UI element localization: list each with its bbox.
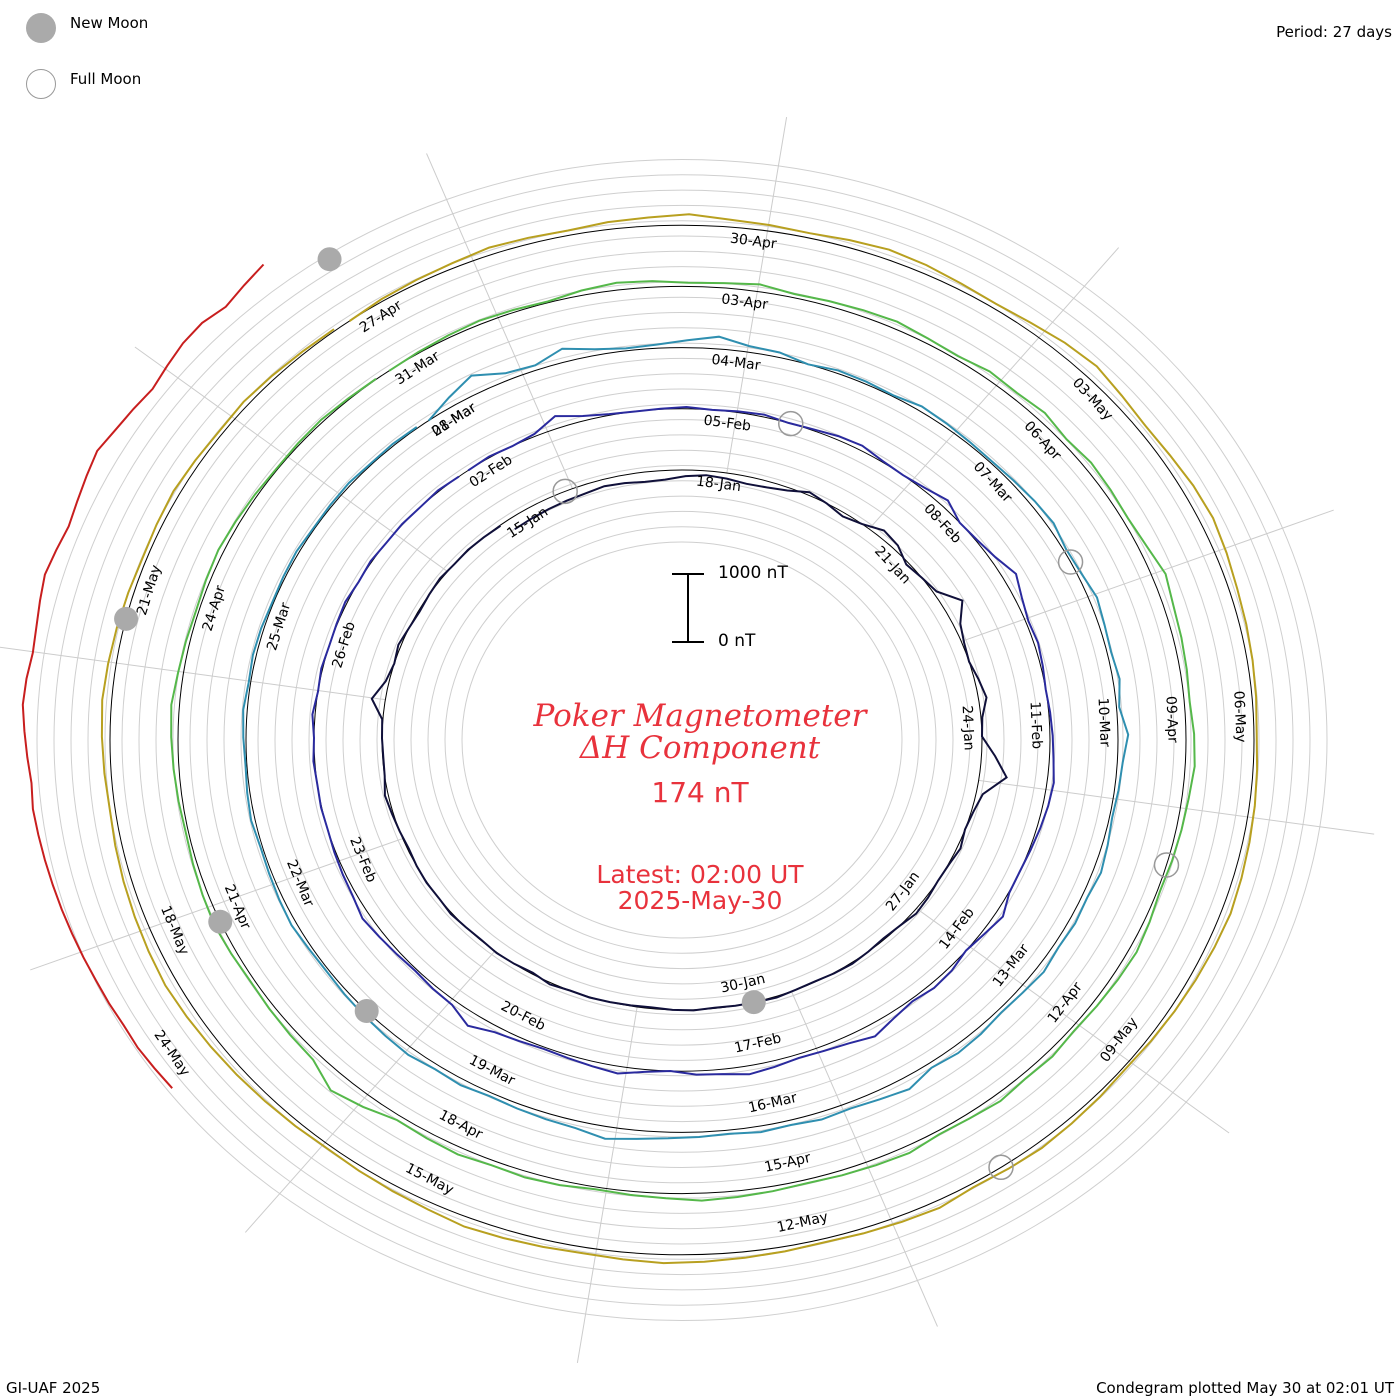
- credit-label: GI-UAF 2025: [6, 1379, 101, 1397]
- new-moon-marker: [354, 999, 379, 1024]
- grid-ring: [189, 296, 1175, 1184]
- ring-date-label: 09-Apr: [1162, 696, 1180, 744]
- day-spoke: [576, 1006, 638, 1364]
- ring-date-label: 24-Jan: [959, 705, 977, 751]
- ring-date-label: 19-Mar: [466, 1052, 517, 1089]
- latest-time: Latest: 02:00 UT: [596, 860, 804, 889]
- series-line-ring-5: [21, 263, 265, 1089]
- new-moon-legend-label: New Moon: [70, 14, 149, 32]
- ring-date-label: 21-May: [134, 563, 165, 617]
- grid-ring: [291, 388, 1073, 1092]
- grid-ring: [308, 403, 1056, 1077]
- day-spoke: [0, 646, 386, 701]
- series-line-ring-1: [311, 405, 1055, 1076]
- day-spoke: [426, 153, 573, 489]
- ring-date-label: 07-Mar: [970, 459, 1015, 506]
- day-spoke: [134, 346, 448, 572]
- ring-date-label: 30-Apr: [729, 231, 778, 253]
- grid-ring: [342, 434, 1022, 1046]
- plotted-timestamp: Condegram plotted May 30 at 02:01 UT: [1096, 1379, 1394, 1397]
- day-spoke: [868, 247, 1120, 530]
- full-moon-marker: [778, 410, 804, 437]
- ring-baseline: [177, 285, 1187, 1195]
- ring-date-label: 15-Apr: [763, 1150, 812, 1176]
- day-spoke: [916, 908, 1230, 1134]
- ring-date-label: 03-May: [1069, 375, 1116, 424]
- grid-ring: [393, 480, 971, 1000]
- period-label: Period: 27 days: [1276, 23, 1392, 41]
- new-moon-legend-swatch: [26, 13, 56, 43]
- ring-date-label: 08-Feb: [920, 501, 964, 547]
- ring-baseline: [245, 347, 1119, 1133]
- new-moon-marker: [114, 606, 139, 631]
- day-spoke: [978, 779, 1375, 835]
- grid-ring: [121, 235, 1243, 1245]
- chart-title: Poker Magnetometer: [533, 698, 867, 734]
- grid-ring: [104, 220, 1260, 1260]
- new-moon-marker: [317, 247, 342, 272]
- ring-date-label: 15-May: [403, 1160, 456, 1198]
- ring-date-label: 05-Feb: [703, 413, 752, 435]
- grid-ring: [53, 174, 1311, 1306]
- full-moon-legend-label: Full Moon: [70, 70, 142, 88]
- grid-ring: [444, 526, 920, 954]
- series-line-ring-3: [170, 280, 1196, 1202]
- ring-date-label: 02-Feb: [467, 452, 516, 491]
- grid-ring: [206, 312, 1158, 1168]
- grid-ring: [87, 204, 1277, 1276]
- grid-ring: [36, 159, 1328, 1321]
- grid-ring: [461, 541, 903, 939]
- scale-bar-top-label: 1000 nT: [718, 563, 788, 583]
- current-value: 174 nT: [651, 776, 749, 809]
- ring-date-label: 17-Feb: [733, 1030, 783, 1056]
- scale-bar-bottom-label: 0 nT: [718, 631, 756, 651]
- grid-ring: [376, 465, 988, 1015]
- latest-date: 2025-May-30: [617, 886, 783, 915]
- day-spoke: [791, 991, 938, 1327]
- new-moon-marker: [741, 990, 766, 1015]
- grid-ring: [155, 266, 1209, 1214]
- series-line-ring-0: [370, 474, 1008, 1012]
- grid-ring: [70, 189, 1294, 1291]
- series-line-ring-4: [100, 213, 1259, 1265]
- full-moon-legend-swatch: [26, 69, 56, 99]
- full-moon-marker: [988, 1154, 1014, 1181]
- day-spoke: [30, 838, 403, 971]
- ring-date-label: 06-May: [1230, 690, 1248, 743]
- full-moon-marker: [1057, 549, 1084, 575]
- new-moon-marker: [208, 909, 233, 934]
- ring-date-label: 18-Apr: [436, 1107, 485, 1143]
- ring-baseline: [109, 224, 1255, 1256]
- full-moon-marker: [552, 478, 578, 505]
- grid-ring: [223, 327, 1141, 1153]
- grid-ring: [257, 357, 1107, 1123]
- ring-date-label: 11-Feb: [1026, 701, 1044, 749]
- ring-date-label: 10-Mar: [1094, 697, 1112, 747]
- grid-ring: [325, 419, 1039, 1061]
- grid-ring: [274, 373, 1090, 1107]
- grid-ring: [138, 250, 1226, 1230]
- full-moon-marker: [1153, 852, 1180, 878]
- grid-ring: [410, 495, 954, 985]
- day-spoke: [726, 116, 788, 474]
- ring-date-label: 15-Jan: [504, 504, 551, 542]
- grid-ring: [359, 449, 1005, 1031]
- day-spoke: [961, 509, 1334, 642]
- ring-date-label: 03-Apr: [720, 291, 769, 313]
- day-spoke: [244, 950, 496, 1233]
- ring-date-label: 27-Apr: [357, 297, 405, 336]
- grid-ring: [427, 510, 937, 970]
- ring-date-label: 04-Mar: [710, 352, 761, 374]
- ring-date-label: 20-Feb: [498, 998, 548, 1034]
- ring-date-label: 06-Apr: [1021, 418, 1065, 463]
- series-line-ring-2: [242, 335, 1130, 1140]
- chart-subtitle: ΔH Component: [579, 730, 821, 766]
- ring-date-label: 18-Jan: [695, 474, 742, 496]
